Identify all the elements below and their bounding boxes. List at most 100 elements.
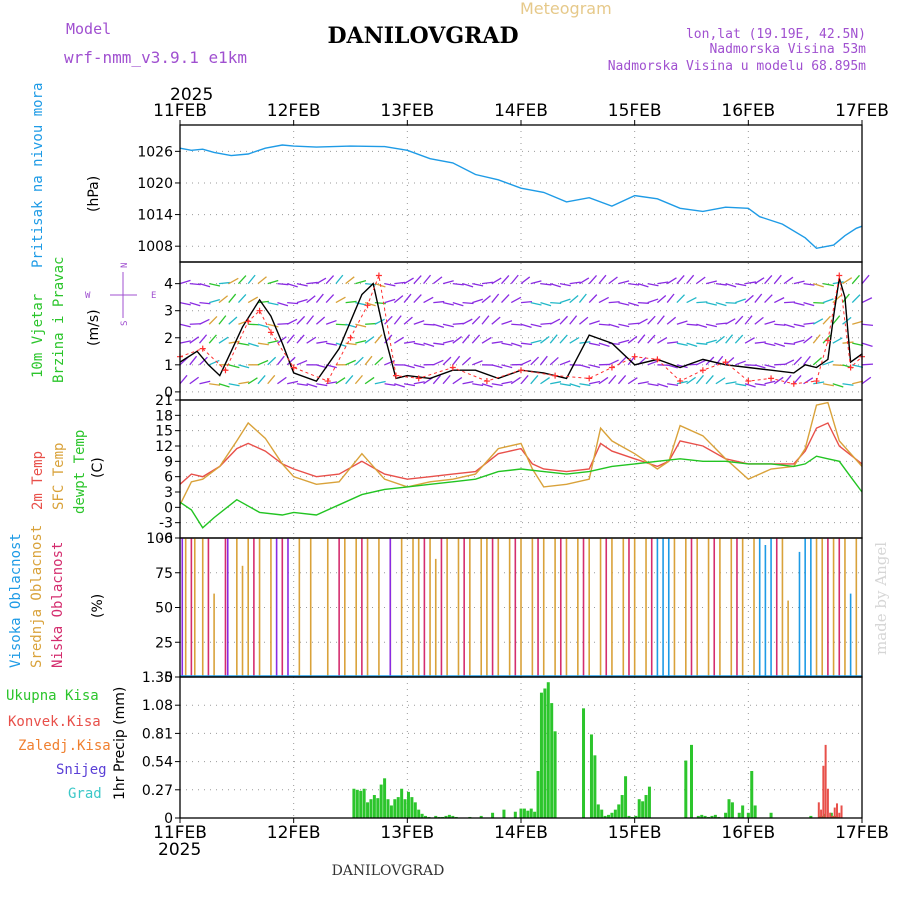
- wind-barb: [812, 334, 821, 344]
- wind-barb: [277, 301, 289, 307]
- wind-barb: [393, 315, 402, 325]
- wind-barb: [852, 320, 864, 325]
- wind-barb: [617, 375, 627, 385]
- y-tick-label-temperature: 0: [164, 500, 173, 516]
- wind-barb: [325, 294, 335, 304]
- wind-barb: [481, 295, 491, 304]
- wind-barb: [705, 280, 717, 285]
- wind-barb: [287, 301, 299, 305]
- wind-barb: [744, 315, 753, 325]
- wind-barb: [715, 335, 725, 344]
- gust-marker: [552, 372, 559, 379]
- total-precip-bar: [613, 809, 617, 818]
- wind-barb: [198, 334, 208, 344]
- wind-barb: [286, 334, 295, 344]
- wind-barb: [715, 322, 727, 325]
- total-precip-bar: [352, 788, 356, 818]
- gust-marker: [768, 375, 775, 382]
- wind-barb: [598, 323, 610, 326]
- wind-barb: [735, 298, 746, 304]
- wind-barb: [296, 334, 305, 344]
- wind-barb: [569, 281, 581, 285]
- wind-barb: [199, 301, 211, 305]
- wind-barb: [628, 322, 640, 325]
- wind-barb: [403, 277, 414, 285]
- total-precip-bar: [822, 813, 826, 818]
- wind-barb: [559, 315, 569, 325]
- wind-barb: [832, 294, 842, 304]
- compass-w-label: W: [85, 291, 91, 301]
- wind-barb: [491, 364, 503, 369]
- wind-barb: [579, 277, 590, 285]
- wind-barb: [199, 380, 211, 385]
- wind-barb: [861, 297, 873, 304]
- total-precip-bar: [641, 801, 645, 818]
- wind-barb: [598, 342, 610, 348]
- wind-barb: [793, 356, 802, 366]
- wind-barb: [472, 383, 484, 387]
- wind-barb: [335, 296, 346, 304]
- wind-barb: [481, 281, 494, 285]
- wind-barb: [442, 374, 451, 385]
- wind-barb: [325, 319, 337, 325]
- x-tick-label-top: 14FEB: [494, 101, 548, 121]
- y-tick-label-cloud: 0: [164, 670, 173, 686]
- wind-barb: [735, 283, 747, 287]
- total-precip-bar: [550, 703, 554, 818]
- wind-barb: [735, 383, 747, 387]
- total-precip-bar: [620, 795, 624, 818]
- total-precip-bar: [379, 784, 383, 818]
- total-precip-bar: [383, 778, 387, 818]
- precip-title-snow: Snijeg: [56, 762, 107, 778]
- wind-barb: [228, 277, 239, 285]
- watermark: made by Angel: [872, 542, 890, 655]
- wind-barb: [676, 274, 685, 285]
- total-precip-bar: [596, 804, 600, 818]
- total-precip-bar: [647, 786, 651, 818]
- wind-barb: [218, 383, 230, 388]
- y-tick-label-wind: 3: [164, 304, 173, 320]
- wind-barb: [277, 376, 287, 385]
- wind-barb: [813, 381, 825, 385]
- total-precip-bar: [730, 802, 734, 818]
- total-precip-bar: [451, 815, 455, 818]
- total-precip-bar: [546, 682, 550, 818]
- cloud-title-high: Visoka Oblacnost: [8, 533, 24, 668]
- x-tick-label-top: 15FEB: [608, 101, 662, 121]
- wind-barb: [656, 294, 667, 304]
- y-tick-label-precip: 0.81: [142, 726, 173, 742]
- conv-precip-bar: [840, 805, 843, 818]
- wind-barb: [267, 279, 279, 285]
- wind-barb: [394, 281, 406, 285]
- wind-barb: [218, 315, 227, 325]
- wind-barb: [618, 301, 630, 306]
- wind-barb: [764, 380, 776, 385]
- series-line-gust: [179, 273, 863, 385]
- total-precip-bar: [553, 731, 557, 818]
- total-precip-bar: [607, 814, 611, 818]
- series-line-slp: [179, 144, 863, 250]
- total-precip-bar: [393, 799, 397, 818]
- wind-barb: [813, 283, 824, 288]
- wind-barb: [744, 294, 754, 304]
- total-precip-bar: [389, 805, 393, 818]
- wind-barb: [384, 283, 396, 287]
- wind-barb: [471, 334, 481, 344]
- gust-marker: [586, 375, 593, 382]
- wind-barb: [296, 315, 306, 325]
- wind-barb: [433, 323, 445, 328]
- wind-barb: [579, 364, 591, 369]
- wind-barb: [764, 320, 776, 325]
- wind-barb: [686, 323, 698, 326]
- total-precip-bar: [424, 815, 428, 818]
- total-precip-bar: [769, 812, 773, 818]
- wind-barb: [238, 342, 250, 346]
- wind-barb: [179, 374, 188, 385]
- wind-barb: [822, 315, 831, 325]
- wind-barb: [589, 380, 601, 385]
- wind-barb: [403, 293, 412, 303]
- wind-barb: [218, 281, 230, 285]
- wind-barb: [374, 380, 386, 385]
- wind-barb: [481, 315, 490, 325]
- wind-barb: [374, 318, 385, 325]
